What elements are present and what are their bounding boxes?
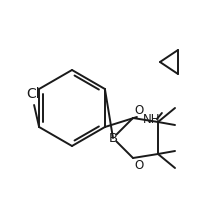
Text: B: B [108, 132, 118, 145]
Text: O: O [134, 104, 143, 117]
Text: NH: NH [143, 112, 161, 125]
Text: Cl: Cl [26, 87, 40, 101]
Text: O: O [134, 159, 143, 172]
